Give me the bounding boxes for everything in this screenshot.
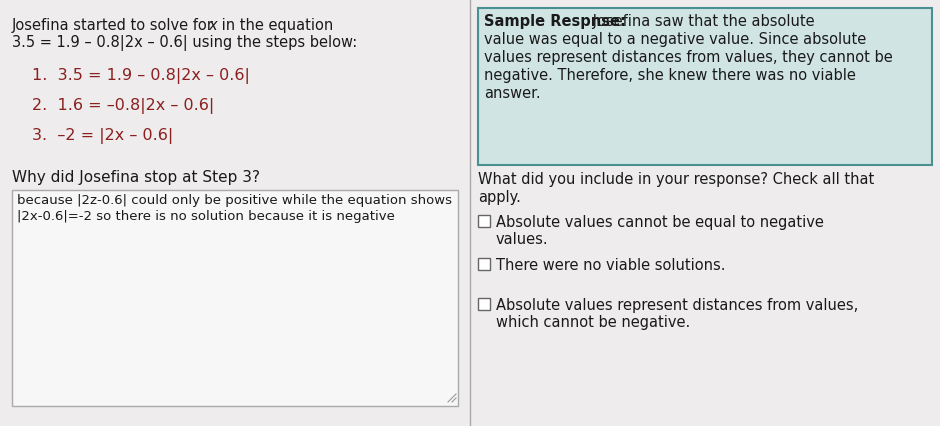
- Text: 2.  1.6 = –0.8|2x – 0.6|: 2. 1.6 = –0.8|2x – 0.6|: [32, 98, 214, 114]
- Text: because |2z-0.6| could only be positive while the equation shows: because |2z-0.6| could only be positive …: [17, 194, 452, 207]
- Text: negative. Therefore, she knew there was no viable: negative. Therefore, she knew there was …: [484, 68, 856, 83]
- Text: value was equal to a negative value. Since absolute: value was equal to a negative value. Sin…: [484, 32, 867, 47]
- Text: Why did Josefina stop at Step 3?: Why did Josefina stop at Step 3?: [12, 170, 260, 185]
- Text: 3.  –2 = |2x – 0.6|: 3. –2 = |2x – 0.6|: [32, 128, 173, 144]
- Text: 3.5 = 1.9 – 0.8|2x – 0.6| using the steps below:: 3.5 = 1.9 – 0.8|2x – 0.6| using the step…: [12, 35, 357, 51]
- Text: Sample Respnse:: Sample Respnse:: [484, 14, 626, 29]
- Bar: [12, 190, 458, 406]
- Text: answer.: answer.: [484, 86, 540, 101]
- Text: values represent distances from values, they cannot be: values represent distances from values, …: [484, 50, 893, 65]
- Bar: [478, 258, 490, 270]
- Text: which cannot be negative.: which cannot be negative.: [496, 315, 690, 330]
- Text: x: x: [208, 18, 216, 33]
- Bar: [478, 8, 932, 165]
- Bar: [478, 215, 490, 227]
- Text: Absolute values represent distances from values,: Absolute values represent distances from…: [496, 298, 858, 313]
- Bar: [0, 0, 470, 426]
- Text: What did you include in your response? Check all that: What did you include in your response? C…: [478, 172, 874, 187]
- Text: |2x-0.6|=-2 so there is no solution because it is negative: |2x-0.6|=-2 so there is no solution beca…: [17, 210, 395, 223]
- Text: apply.: apply.: [478, 190, 521, 205]
- Text: 1.  3.5 = 1.9 – 0.8|2x – 0.6|: 1. 3.5 = 1.9 – 0.8|2x – 0.6|: [32, 68, 250, 84]
- Bar: [470, 0, 940, 426]
- Text: Josefina saw that the absolute: Josefina saw that the absolute: [588, 14, 815, 29]
- Text: Absolute values cannot be equal to negative: Absolute values cannot be equal to negat…: [496, 215, 823, 230]
- Text: values.: values.: [496, 232, 549, 247]
- Text: Josefina started to solve for: Josefina started to solve for: [12, 18, 218, 33]
- Text: in the equation: in the equation: [217, 18, 334, 33]
- Bar: [478, 298, 490, 310]
- Text: There were no viable solutions.: There were no viable solutions.: [496, 258, 726, 273]
